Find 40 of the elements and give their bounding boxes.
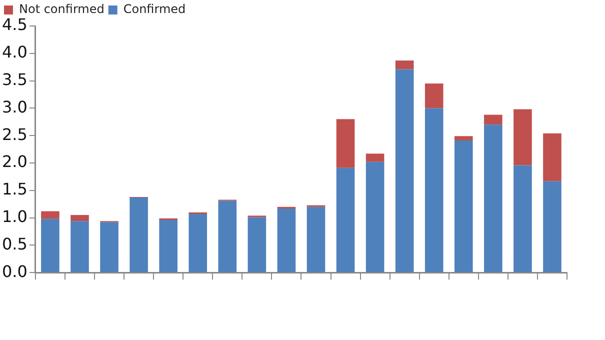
y-tick-label: 4.5 — [2, 15, 28, 34]
bar — [188, 214, 208, 272]
bar — [41, 211, 60, 219]
y-tick-label: 0.5 — [2, 234, 28, 254]
y-tick-label: 3.0 — [2, 97, 28, 116]
bar — [543, 133, 562, 182]
bar — [395, 60, 414, 70]
bar — [366, 154, 384, 162]
bar — [41, 218, 60, 272]
bar — [159, 220, 178, 272]
bar — [336, 168, 355, 272]
bar — [70, 221, 89, 272]
y-tick-label: 1.5 — [2, 180, 28, 199]
y-tick-label: 2.0 — [2, 152, 28, 172]
bar — [424, 108, 444, 272]
bar — [100, 222, 118, 272]
bar — [454, 136, 473, 141]
y-tick-label: 2.5 — [2, 124, 28, 144]
bar — [395, 69, 414, 272]
bar — [277, 208, 296, 272]
y-tick-label: 3.5 — [2, 70, 28, 89]
bar — [454, 140, 473, 272]
y-tick-label: 0.0 — [2, 262, 28, 281]
y-tick-label: 1.0 — [2, 206, 28, 226]
bar — [248, 217, 266, 272]
bar — [130, 198, 148, 272]
bar — [514, 109, 532, 166]
bar — [514, 165, 532, 272]
legend-label: Not confirmed — [19, 2, 104, 16]
y-tick-label: 4.0 — [2, 42, 28, 62]
bar — [336, 119, 355, 168]
bar — [543, 181, 562, 272]
bar — [306, 206, 326, 272]
bar — [484, 124, 502, 272]
bar — [366, 162, 384, 272]
bar — [218, 200, 237, 272]
bar — [484, 114, 502, 125]
bar — [70, 215, 89, 222]
bar — [424, 84, 444, 108]
legend-label: Confirmed — [123, 2, 186, 16]
